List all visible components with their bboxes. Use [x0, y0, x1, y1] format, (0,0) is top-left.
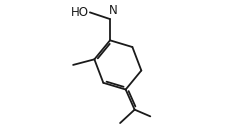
Text: N: N	[109, 4, 117, 17]
Text: HO: HO	[71, 6, 89, 19]
